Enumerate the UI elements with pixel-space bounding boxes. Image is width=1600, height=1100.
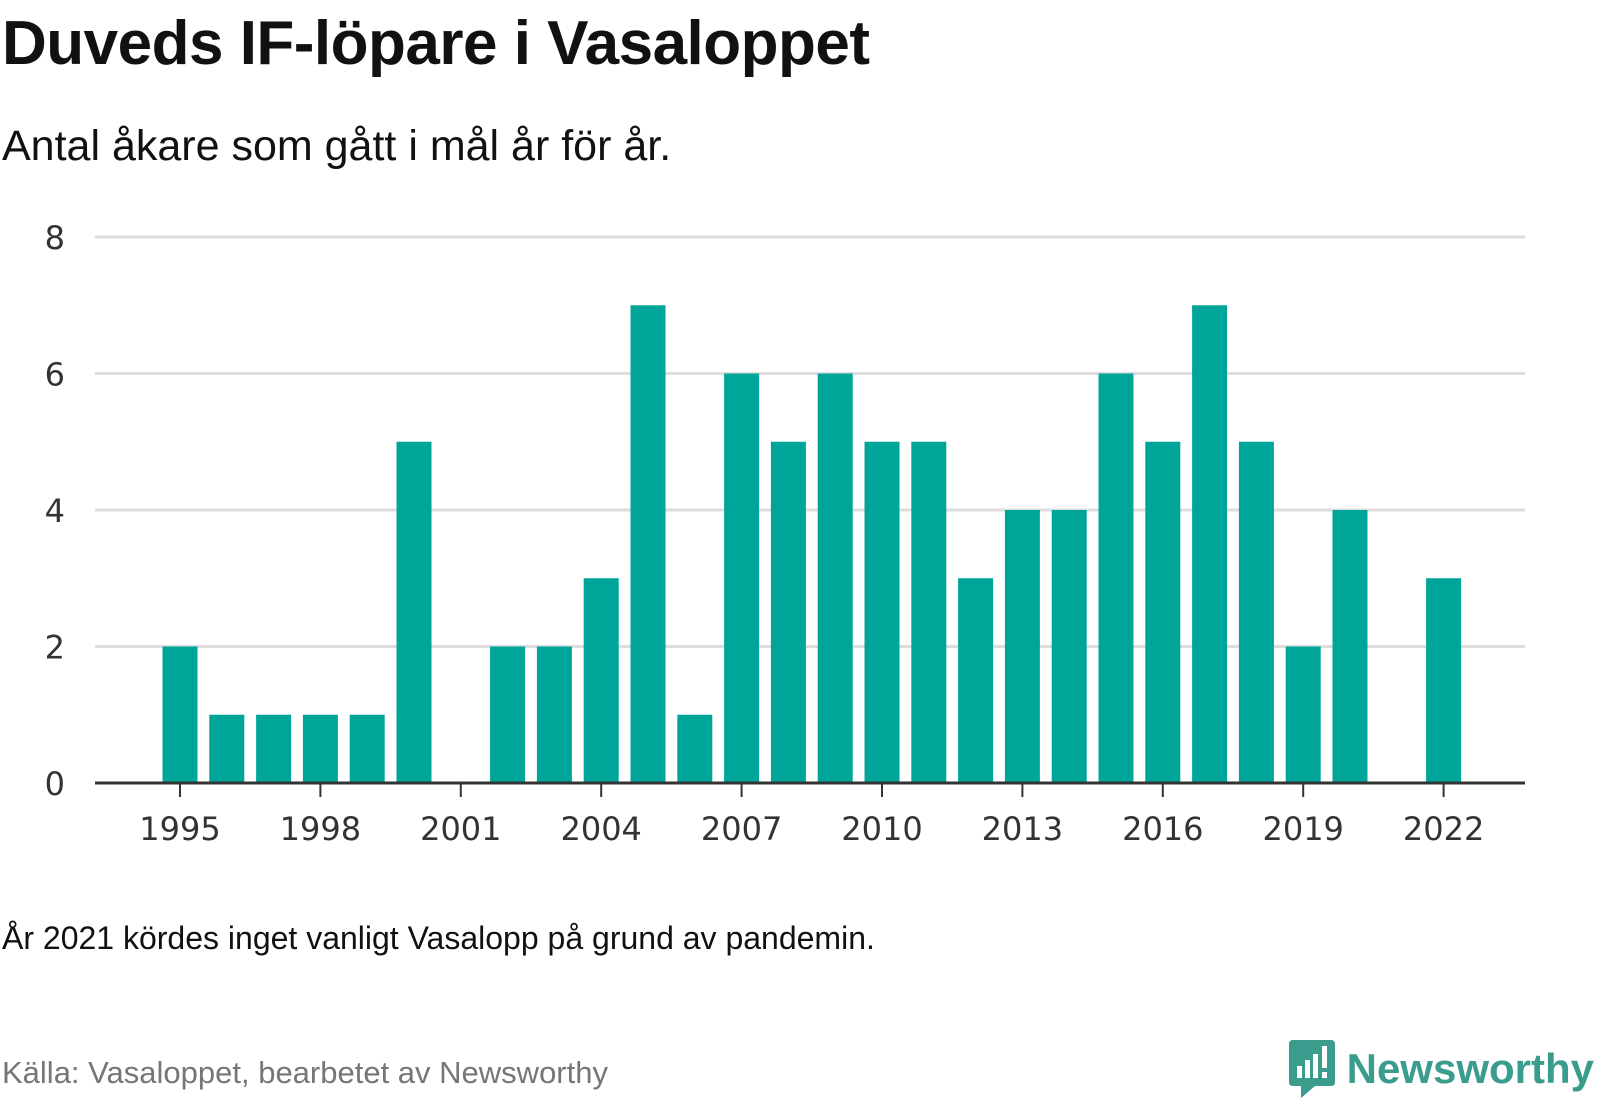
bar <box>1098 373 1134 783</box>
bar <box>770 441 806 783</box>
y-tick-label: 4 <box>45 492 65 530</box>
x-tick-label: 2022 <box>1403 810 1484 848</box>
chart-subtitle: Antal åkare som gått i mål år för år. <box>2 122 672 170</box>
source-text: Källa: Vasaloppet, bearbetet av Newswort… <box>2 1055 608 1090</box>
bar <box>1004 510 1040 783</box>
bar <box>490 646 526 783</box>
x-tick-label: 2010 <box>841 810 922 848</box>
bar <box>1332 510 1368 783</box>
bar <box>1285 646 1321 783</box>
bar <box>1192 305 1228 783</box>
bar <box>162 646 198 783</box>
bar <box>958 578 994 783</box>
bar-chart: 0 2 4 6 8 1995 1998 2001 2004 2007 2010 2013 2016 201… <box>45 219 1525 848</box>
x-tick-label: 2013 <box>982 810 1063 848</box>
brand: Newsworthy <box>1287 1038 1594 1100</box>
bar <box>349 714 385 783</box>
x-tick-label: 2004 <box>560 810 641 848</box>
x-tick-label: 2019 <box>1262 810 1343 848</box>
bar <box>1145 441 1181 783</box>
y-tick-label: 6 <box>45 356 65 394</box>
bar <box>583 578 619 783</box>
x-tick-label: 2001 <box>420 810 501 848</box>
x-tick-label: 2016 <box>1122 810 1203 848</box>
bar <box>209 714 245 783</box>
bar <box>817 373 853 783</box>
bar <box>677 714 713 783</box>
x-tick-label: 1998 <box>280 810 361 848</box>
bar <box>724 373 760 783</box>
y-tick-label: 8 <box>45 219 65 257</box>
bar <box>396 441 432 783</box>
brand-name: Newsworthy <box>1346 1045 1594 1092</box>
newsworthy-logo-icon <box>1288 1040 1335 1098</box>
chart-title: Duveds IF-löpare i Vasaloppet <box>2 9 870 78</box>
bar <box>536 646 572 783</box>
bar <box>1426 578 1462 783</box>
x-tick-label: 1995 <box>139 810 220 848</box>
footnote: År 2021 kördes inget vanligt Vasalopp på… <box>2 920 875 956</box>
x-tick-label: 2007 <box>701 810 782 848</box>
bar <box>911 441 947 783</box>
bar <box>864 441 900 783</box>
bar <box>1238 441 1274 783</box>
y-tick-label: 0 <box>45 765 65 803</box>
bar <box>256 714 292 783</box>
y-tick-label: 2 <box>45 629 65 667</box>
bar <box>302 714 338 783</box>
bar <box>1051 510 1087 783</box>
bar <box>630 305 666 783</box>
